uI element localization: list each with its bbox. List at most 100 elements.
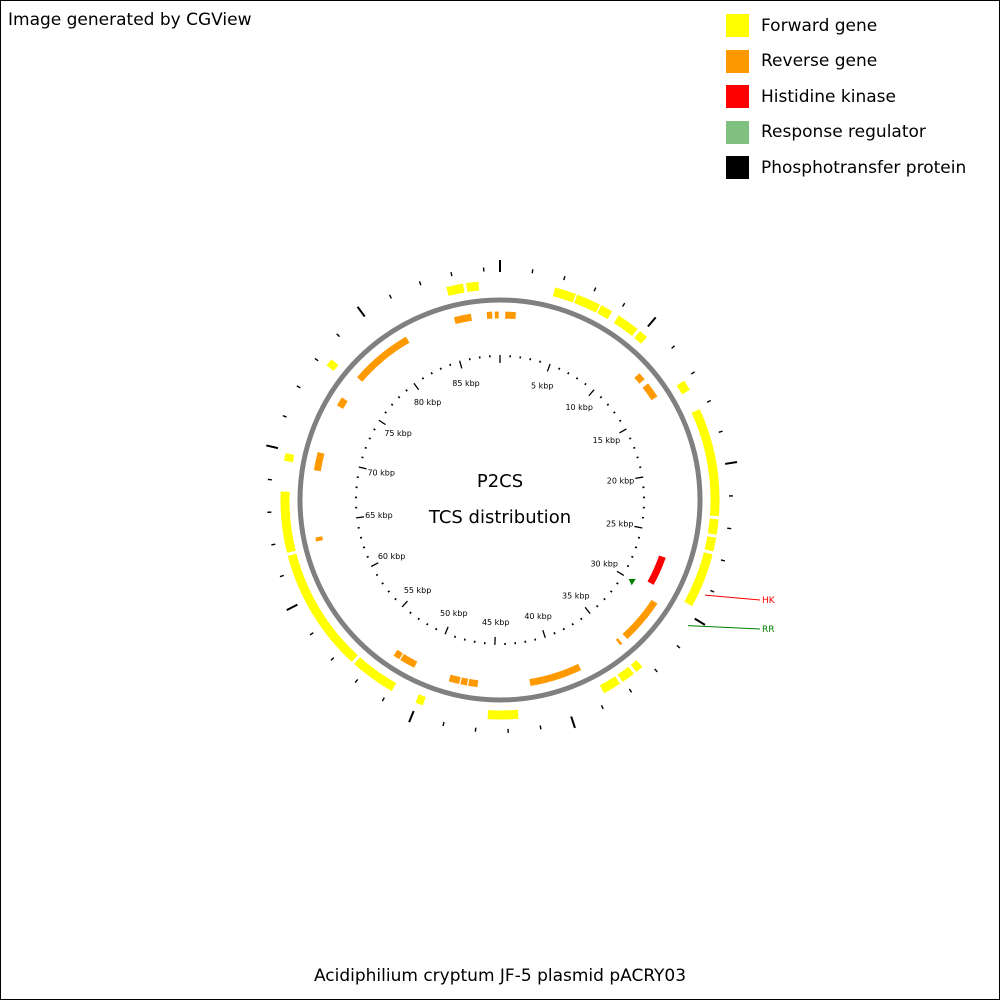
outer-scale-tick: [314, 357, 319, 362]
forward-gene-arc: [597, 305, 613, 320]
outer-scale-tick: [676, 644, 681, 649]
reverse-gene-arc: [468, 678, 479, 688]
forward-gene-arc: [354, 657, 397, 691]
reverse-gene-arc: [615, 638, 623, 646]
inner-scale-tick: [364, 446, 367, 449]
outer-scale-tick: [706, 399, 711, 403]
inner-scale-tick: [358, 466, 367, 470]
map-subtitle: TCS distribution: [428, 507, 572, 528]
inner-scale-tick: [375, 573, 379, 577]
inner-scale-tick: [636, 456, 639, 459]
outer-scale-tick: [296, 385, 301, 389]
outer-scale-tick: [570, 716, 576, 729]
legend: Forward gene Reverse gene Histidine kina…: [726, 8, 966, 186]
forward-gene-swatch: [726, 14, 749, 38]
outer-scale-tick: [621, 302, 626, 307]
inner-scale-tick: [616, 582, 619, 585]
inner-scale-tick: [606, 403, 610, 406]
generator-note: Image generated by CGView: [8, 10, 252, 30]
inner-scale-tick: [390, 403, 394, 406]
inner-scale-tick: [394, 597, 397, 601]
inner-scale-tick: [588, 389, 595, 397]
inner-scale-tick: [401, 600, 408, 608]
outer-scale-tick: [442, 721, 445, 727]
reverse-gene-arc: [448, 674, 461, 685]
outer-scale-tick: [694, 617, 706, 626]
outer-scale-tick: [563, 276, 566, 281]
scale-tick-label: 30 kbp: [590, 560, 618, 569]
forward-gene-arc: [466, 281, 480, 293]
inner-scale-tick: [430, 371, 433, 375]
outer-scale-tick: [418, 281, 422, 286]
outer-scale-tick: [336, 333, 341, 338]
outer-scale-tick: [330, 657, 335, 661]
inner-scale-tick: [619, 428, 627, 434]
callout-label: RR: [762, 625, 775, 635]
plasmid-name-caption: Acidiphilium cryptum JF-5 plasmid pACRY0…: [313, 966, 687, 986]
forward-gene-arc: [487, 709, 519, 720]
forward-gene-arc: [415, 694, 426, 706]
inner-scale-tick: [634, 525, 643, 529]
outer-scale-tick: [356, 306, 366, 318]
inner-scale-tick: [378, 419, 386, 426]
forward-gene-arc: [707, 518, 719, 535]
reverse-gene-arc: [397, 336, 410, 348]
reverse-gene-arc: [460, 677, 469, 686]
legend-label: Response regulator: [761, 122, 926, 143]
inner-scale-tick: [435, 627, 438, 631]
inner-scale-tick: [631, 555, 634, 558]
reverse-gene-arc: [453, 313, 472, 325]
inner-scale-tick: [368, 437, 372, 440]
inner-scale-tick: [575, 377, 579, 380]
forward-gene-arc: [574, 294, 600, 313]
forward-gene-arc: [552, 287, 576, 303]
legend-item-reverse-gene: Reverse gene: [726, 44, 966, 80]
scale-tick-label: 85 kbp: [452, 379, 480, 388]
outer-scale-tick: [724, 461, 738, 465]
response-regulator-marker: [628, 578, 636, 586]
outer-scale-tick: [720, 559, 726, 562]
scale-tick-label: 50 kbp: [440, 609, 468, 618]
inner-scale-tick: [584, 606, 591, 614]
forward-gene-arc: [446, 283, 465, 296]
histidine-kinase-swatch: [726, 85, 749, 109]
inner-scale-tick: [558, 367, 561, 370]
forward-gene-arc: [617, 666, 634, 683]
inner-scale-tick: [637, 536, 641, 539]
legend-label: Reverse gene: [761, 51, 878, 72]
scale-tick-label: 55 kbp: [404, 586, 432, 595]
scale-tick-label: 15 kbp: [593, 436, 621, 445]
scale-tick-label: 60 kbp: [378, 552, 406, 561]
outer-scale-tick: [388, 294, 392, 299]
outer-scale-tick: [408, 710, 415, 723]
inner-scale-tick: [373, 428, 376, 431]
outer-scale-tick: [654, 668, 658, 673]
outer-scale-tick: [279, 574, 284, 578]
inner-scale-tick: [366, 555, 369, 558]
inner-scale-tick: [444, 626, 449, 635]
outer-scale-tick: [271, 543, 276, 546]
inner-scale-tick: [613, 411, 616, 414]
inner-scale-tick: [359, 536, 363, 539]
inner-scale-tick: [553, 632, 556, 635]
legend-item-response-regulator: Response regulator: [726, 115, 966, 151]
outer-scale-tick: [671, 345, 676, 349]
reverse-gene-arc: [393, 649, 403, 660]
forward-gene-arc: [691, 409, 720, 517]
reverse-gene-arc: [315, 536, 323, 542]
phosphotransfer-protein-swatch: [726, 156, 749, 180]
reverse-gene-arc: [400, 653, 418, 668]
scale-tick-label: 70 kbp: [367, 468, 395, 477]
inner-scale-tick: [580, 617, 583, 621]
reverse-gene-arc: [529, 663, 582, 687]
inner-scale-tick: [571, 623, 574, 626]
map-title: P2CS: [476, 471, 524, 492]
outer-scale-tick: [531, 269, 534, 274]
histidine-kinase-arc: [647, 555, 666, 585]
outer-scale-tick: [539, 725, 542, 730]
inner-scale-tick: [362, 546, 366, 549]
inner-scale-tick: [439, 367, 442, 370]
outer-scale-tick: [647, 316, 657, 328]
forward-gene-arc: [630, 660, 643, 672]
